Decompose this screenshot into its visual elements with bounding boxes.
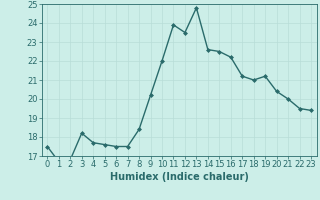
X-axis label: Humidex (Indice chaleur): Humidex (Indice chaleur) bbox=[110, 172, 249, 182]
